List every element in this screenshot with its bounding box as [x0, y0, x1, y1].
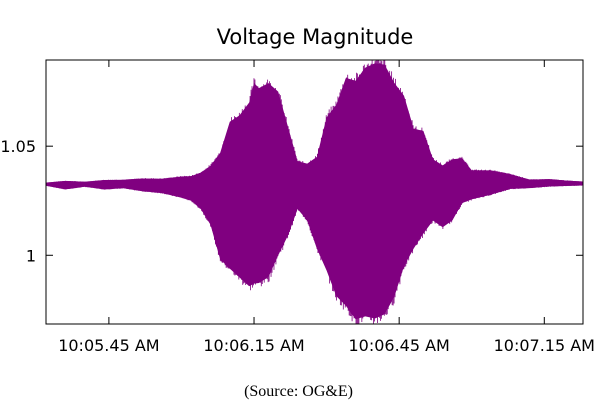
x-tick-label: 10:06.45 AM [348, 336, 449, 355]
plot-area [46, 60, 583, 324]
series-trace-0 [46, 60, 583, 324]
source-caption: (Source: OG&E) [244, 383, 353, 400]
x-tick-label: 10:06.15 AM [203, 336, 304, 355]
chart-title: Voltage Magnitude [217, 25, 414, 49]
axes: 1 1.05 10:05.45 AM 10:06.15 AM 10:06.45 AM 10… [0, 60, 595, 355]
x-tick-label: 10:05.45 AM [58, 336, 159, 355]
x-tick-label: 10:07.15 AM [494, 336, 595, 355]
y-tick-label: 1.05 [0, 137, 36, 156]
y-tick-label: 1 [26, 246, 36, 265]
plot-frame [45, 59, 584, 325]
voltage-magnitude-chart: Voltage Magnitude 1 1.05 10:05.45 AM 10:06.… [0, 25, 595, 355]
